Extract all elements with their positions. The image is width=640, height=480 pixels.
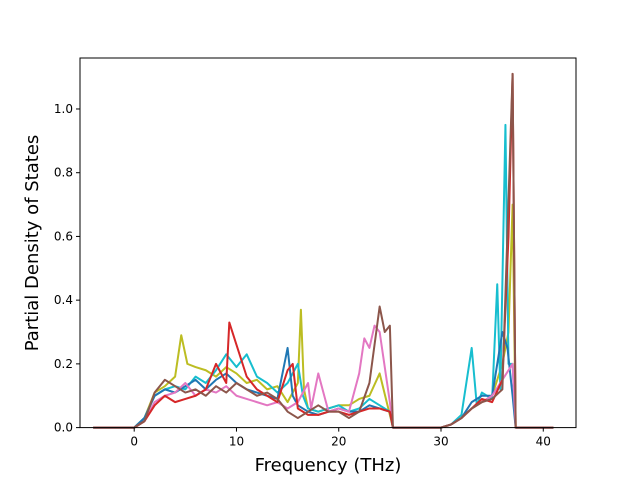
series-layer [93, 72, 554, 429]
x-tick-label: 10 [229, 435, 244, 449]
y-tick-label: 0.8 [54, 166, 73, 180]
y-axis-label: Partial Density of States [22, 135, 43, 352]
x-axis-label: Frequency (THz) [255, 455, 402, 476]
y-tick-label: 0.2 [54, 357, 73, 371]
x-axis-ticks: 0 10 20 30 40 [130, 427, 551, 449]
y-tick-label: 0.0 [54, 421, 73, 435]
y-tick-label: 0.4 [54, 293, 73, 307]
y-tick-label: 1.0 [54, 102, 73, 116]
x-tick-label: 30 [433, 435, 448, 449]
y-axis-ticks: 0.0 0.2 0.4 0.6 0.8 1.0 [54, 102, 80, 435]
x-tick-label: 40 [536, 435, 551, 449]
plot-area-frame [79, 57, 577, 429]
series-line-6 [93, 72, 554, 429]
x-tick-label: 20 [331, 435, 346, 449]
x-tick-label: 0 [130, 435, 138, 449]
series-line-3 [93, 331, 554, 429]
y-tick-label: 0.6 [54, 229, 73, 243]
